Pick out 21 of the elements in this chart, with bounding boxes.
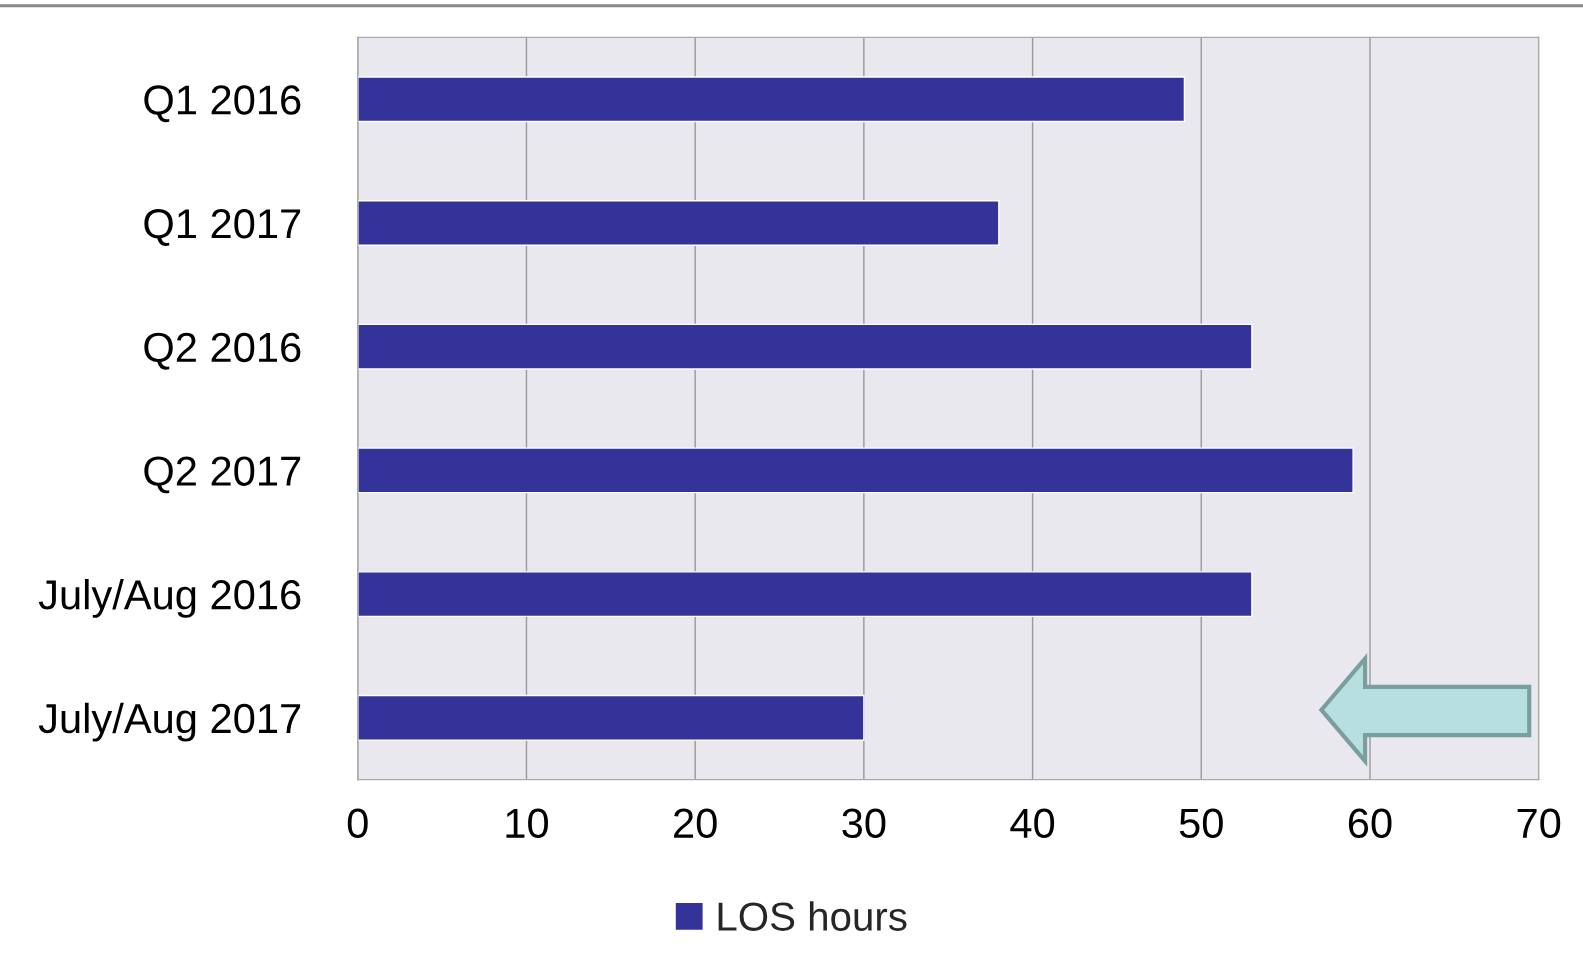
y-tick-label: July/Aug 2016 [38,579,301,618]
bar [357,571,1253,618]
y-tick-label: Q2 2017 [144,456,301,494]
bar [357,76,1186,123]
x-tick-label: 40 [1010,808,1055,839]
legend-label: LOS hours [718,901,907,931]
x-tick-label: 70 [1517,808,1561,839]
bar [357,447,1354,494]
x-tick-label: 30 [842,808,886,839]
y-tick-label: Q2 2016 [144,332,301,370]
bar [357,323,1253,370]
x-tick-label: 50 [1179,808,1223,839]
x-tick-label: 60 [1348,808,1392,839]
x-tick-label: 20 [674,808,717,839]
y-tick-label: Q1 2017 [144,208,301,246]
bar [357,200,1000,246]
x-tick-label: 10 [506,808,549,839]
y-tick-label: July/Aug 2017 [38,702,301,742]
y-tick-label: Q1 2016 [144,85,301,123]
x-tick-label: 0 [347,808,368,839]
bar [357,694,865,741]
